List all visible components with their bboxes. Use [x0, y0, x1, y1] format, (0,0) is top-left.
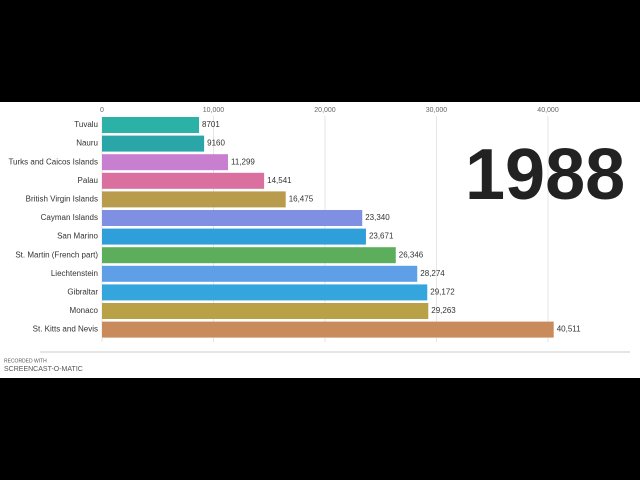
- x-tick-label: 20,000: [314, 107, 336, 114]
- bar: [102, 247, 396, 264]
- value-label: 14,541: [267, 176, 292, 185]
- bar: [102, 172, 265, 189]
- bar: [102, 228, 366, 245]
- category-label: British Virgin Islands: [26, 195, 98, 204]
- value-label: 28,274: [420, 269, 445, 278]
- x-tick-label: 10,000: [203, 107, 225, 114]
- category-label: Monaco: [70, 306, 99, 315]
- category-label: Tuvalu: [74, 120, 98, 129]
- value-label: 9160: [207, 139, 225, 148]
- watermark: SCREENCAST-O-MATIC: [4, 366, 83, 373]
- x-tick-label: 40,000: [537, 107, 559, 114]
- value-label: 23,340: [365, 213, 390, 222]
- watermark: RECORDED WITH: [4, 358, 47, 364]
- bar: [102, 135, 205, 152]
- category-label: Turks and Caicos Islands: [8, 157, 98, 166]
- bar: [102, 284, 428, 301]
- value-label: 26,346: [399, 250, 424, 259]
- category-label: Gibraltar: [67, 288, 98, 297]
- bar: [102, 303, 429, 319]
- bar: [102, 191, 286, 208]
- bar: [102, 265, 418, 282]
- value-label: 40,511: [557, 325, 581, 334]
- category-label: St. Martin (French part): [15, 250, 98, 259]
- category-label: Nauru: [76, 139, 98, 148]
- bar: [102, 321, 554, 338]
- bar: [102, 117, 200, 133]
- value-label: 11,299: [231, 157, 255, 166]
- value-label: 29,172: [430, 288, 455, 297]
- value-label: 29,263: [431, 306, 456, 315]
- category-label: St. Kitts and Nevis: [33, 325, 98, 334]
- plot: 0 10,000 20,000 30,000 40,000 Tuvalu 8701 Nauru…: [8, 107, 581, 342]
- value-label: 8701: [202, 120, 220, 129]
- category-label: Liechtenstein: [51, 269, 98, 278]
- x-tick-label: 30,000: [426, 107, 448, 114]
- category-label: Cayman Islands: [41, 213, 98, 222]
- category-label: Palau: [78, 176, 98, 185]
- category-label: San Marino: [57, 232, 98, 241]
- value-label: 23,671: [369, 232, 394, 241]
- value-label: 16,475: [289, 195, 314, 204]
- year-label: 1988: [465, 135, 625, 215]
- x-tick-label: 0: [100, 107, 104, 114]
- bar: [102, 210, 363, 226]
- bar: [102, 154, 228, 171]
